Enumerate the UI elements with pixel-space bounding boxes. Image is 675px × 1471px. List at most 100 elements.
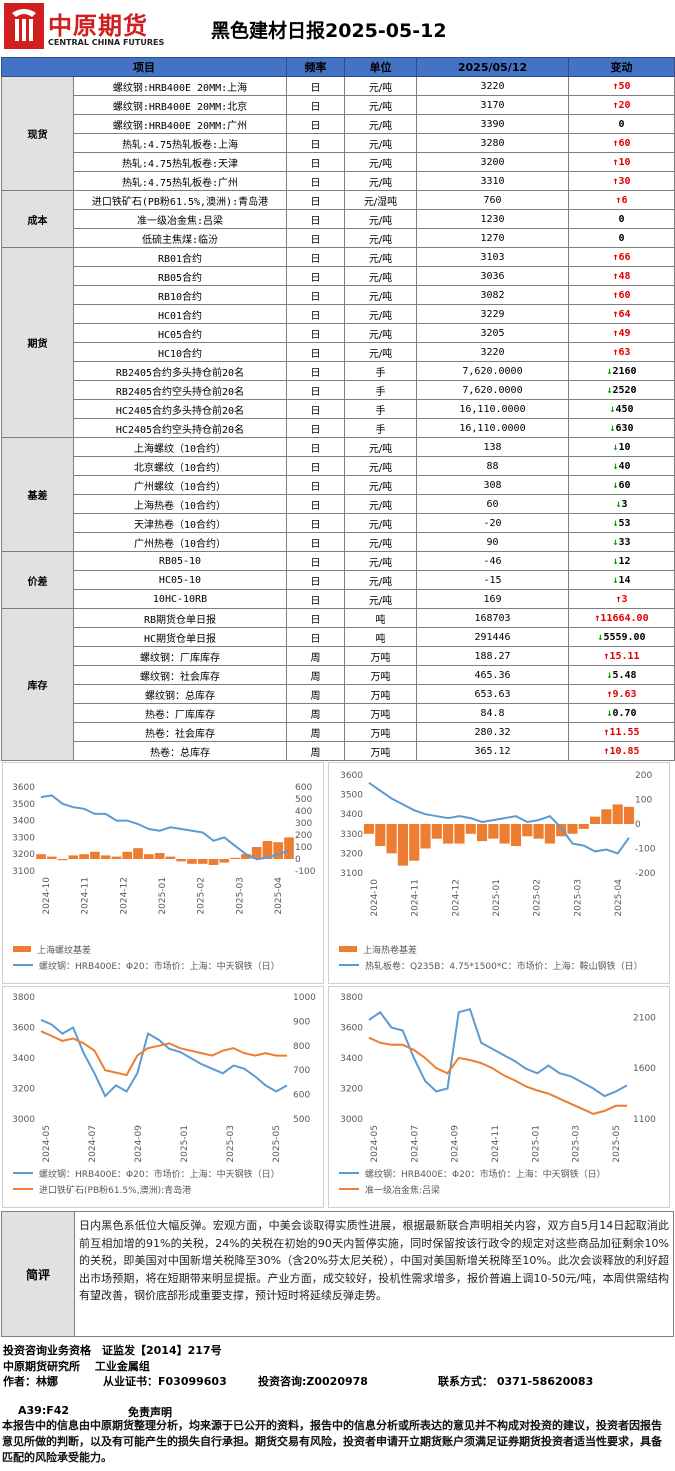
legend-swatch-icon (339, 1188, 359, 1190)
data-bar (251, 847, 262, 859)
table-row: 热卷：社会库存周万吨 280.32 ↑11.55 (2, 722, 675, 742)
unit-cell: 元/吨 (344, 532, 417, 552)
report-title: 黑色建材日报2025-05-12 (211, 20, 447, 42)
arrow-up-icon: ↑ (612, 137, 619, 149)
arrow-up-icon: ↑ (612, 289, 619, 301)
value-cell: 3082 (416, 285, 569, 305)
y-left-tick-label: 3800 (12, 993, 35, 1003)
legend-label: 准一级冶金焦:吕梁 (365, 1186, 441, 1196)
y-right-tick-label: 800 (293, 1042, 310, 1052)
item-cell: RB05合约 (73, 266, 287, 286)
change-value: 0.70 (612, 707, 637, 719)
value-cell: 168703 (416, 608, 569, 628)
y-left-tick-label: 3000 (340, 1115, 363, 1125)
data-bar (273, 842, 284, 859)
frequency-cell: 日 (286, 589, 345, 609)
y-right-tick-label: 0 (295, 855, 301, 865)
data-series-line (368, 1036, 627, 1115)
legend-item: 螺纹钢：HRB400E：Φ20：市场价：上海：中天钢铁（日） (13, 1167, 313, 1180)
change-value: 14 (618, 574, 631, 586)
table-row: 北京螺纹（10合约）日元/吨 88 ↓40 (2, 456, 675, 476)
arrow-up-icon: ↑ (612, 308, 619, 320)
unit-cell: 元/吨 (344, 342, 417, 362)
arrow-up-icon: ↑ (612, 80, 619, 92)
unit-cell: 元/吨 (344, 285, 417, 305)
unit-cell: 手 (344, 380, 417, 400)
disclaimer-title: 免责声明 (128, 1406, 172, 1419)
data-bar (488, 824, 499, 839)
arrow-up-icon: ↑ (612, 251, 619, 263)
data-bar (187, 859, 197, 864)
frequency-cell: 日 (286, 228, 345, 248)
table-row: 广州螺纹（10合约）日元/吨 308 ↓60 (2, 475, 675, 495)
frequency-cell: 日 (286, 570, 345, 590)
legend-label: 螺纹钢：HRB400E：Φ20：市场价：上海：中天钢铁（日） (365, 1170, 606, 1180)
data-bar (409, 824, 420, 861)
y-right-tick-label: 700 (293, 1066, 310, 1076)
frequency-cell: 周 (286, 741, 345, 761)
change-value: 0 (618, 232, 625, 244)
x-tick-label: 2024-09 (451, 1125, 461, 1163)
change-cell: ↓53 (568, 513, 675, 533)
legend-item: 上海热卷基差 (339, 943, 659, 956)
item-cell: 螺纹钢:HRB400E 20MM:广州 (73, 114, 287, 134)
frequency-cell: 日 (286, 76, 345, 96)
unit-cell: 万吨 (344, 684, 417, 704)
y-left-tick-label: 3300 (340, 830, 363, 840)
y-left-tick-label: 3200 (340, 1085, 363, 1095)
column-header-change: 变动 (568, 57, 675, 77)
frequency-cell: 日 (286, 152, 345, 172)
y-right-tick-label: 900 (293, 1017, 310, 1027)
x-tick-label: 2024-10 (42, 877, 52, 915)
data-bar (57, 859, 68, 861)
change-value: 48 (618, 270, 631, 282)
value-cell: 60 (416, 494, 569, 514)
data-bar (143, 854, 154, 859)
data-bar (544, 824, 555, 844)
arrow-up-icon: ↑ (603, 726, 610, 738)
item-cell: RB10合约 (73, 285, 287, 305)
legend-item: 热轧板卷：Q235B：4.75*1500*C：市场价：上海：鞍山钢铁（日） (339, 959, 659, 972)
unit-cell: 元/吨 (344, 304, 417, 324)
value-cell: 84.8 (416, 703, 569, 723)
legend-swatch-icon (339, 946, 357, 952)
x-tick-label: 2024-07 (88, 1125, 98, 1163)
data-bar (397, 824, 408, 866)
frequency-cell: 周 (286, 684, 345, 704)
table-row: 低硫主焦煤:临汾日元/吨 1270 0 (2, 228, 675, 248)
y-right-tick-label: 300 (295, 819, 312, 829)
logo-mark-icon (4, 3, 44, 49)
y-left-tick-label: 3000 (12, 1115, 35, 1125)
frequency-cell: 周 (286, 665, 345, 685)
legend-label: 进口铁矿石(PB粉61.5%,澳洲):青岛港 (39, 1186, 192, 1196)
unit-cell: 手 (344, 361, 417, 381)
frequency-cell: 日 (286, 361, 345, 381)
frequency-cell: 日 (286, 399, 345, 419)
table-row: 热轧:4.75热轧板卷:天津日元/吨 3200 ↑10 (2, 152, 675, 172)
y-right-tick-label: 2100 (633, 1013, 656, 1023)
value-cell: 16,110.0000 (416, 399, 569, 419)
x-tick-label: 2025-02 (533, 879, 543, 917)
value-cell: 3170 (416, 95, 569, 115)
frequency-cell: 日 (286, 456, 345, 476)
change-cell: ↓0.70 (568, 703, 675, 723)
data-series-line (40, 1030, 287, 1077)
frequency-cell: 日 (286, 247, 345, 267)
legend-label: 上海螺纹基差 (37, 946, 92, 956)
unit-cell: 元/吨 (344, 570, 417, 590)
frequency-cell: 日 (286, 418, 345, 438)
unit-cell: 元/吨 (344, 513, 417, 533)
table-row: HC2405合约多头持仓前20名日手 16,110.0000 ↓450 (2, 399, 675, 419)
change-value: 63 (618, 346, 631, 358)
column-header-unit: 单位 (344, 57, 417, 77)
change-cell: ↓12 (568, 551, 675, 571)
table-row: 螺纹钢：社会库存周万吨 465.36 ↓5.48 (2, 665, 675, 685)
item-cell: 热轧:4.75热轧板卷:天津 (73, 152, 287, 172)
data-bar (284, 837, 294, 859)
unit-cell: 元/吨 (344, 152, 417, 172)
data-series-line (368, 1007, 628, 1098)
arrow-down-icon: ↓ (606, 365, 613, 377)
x-tick-label: 2025-01 (180, 1125, 190, 1163)
data-bar (111, 856, 122, 859)
item-cell: 进口铁矿石(PB粉61.5%,澳洲):青岛港 (73, 190, 287, 210)
